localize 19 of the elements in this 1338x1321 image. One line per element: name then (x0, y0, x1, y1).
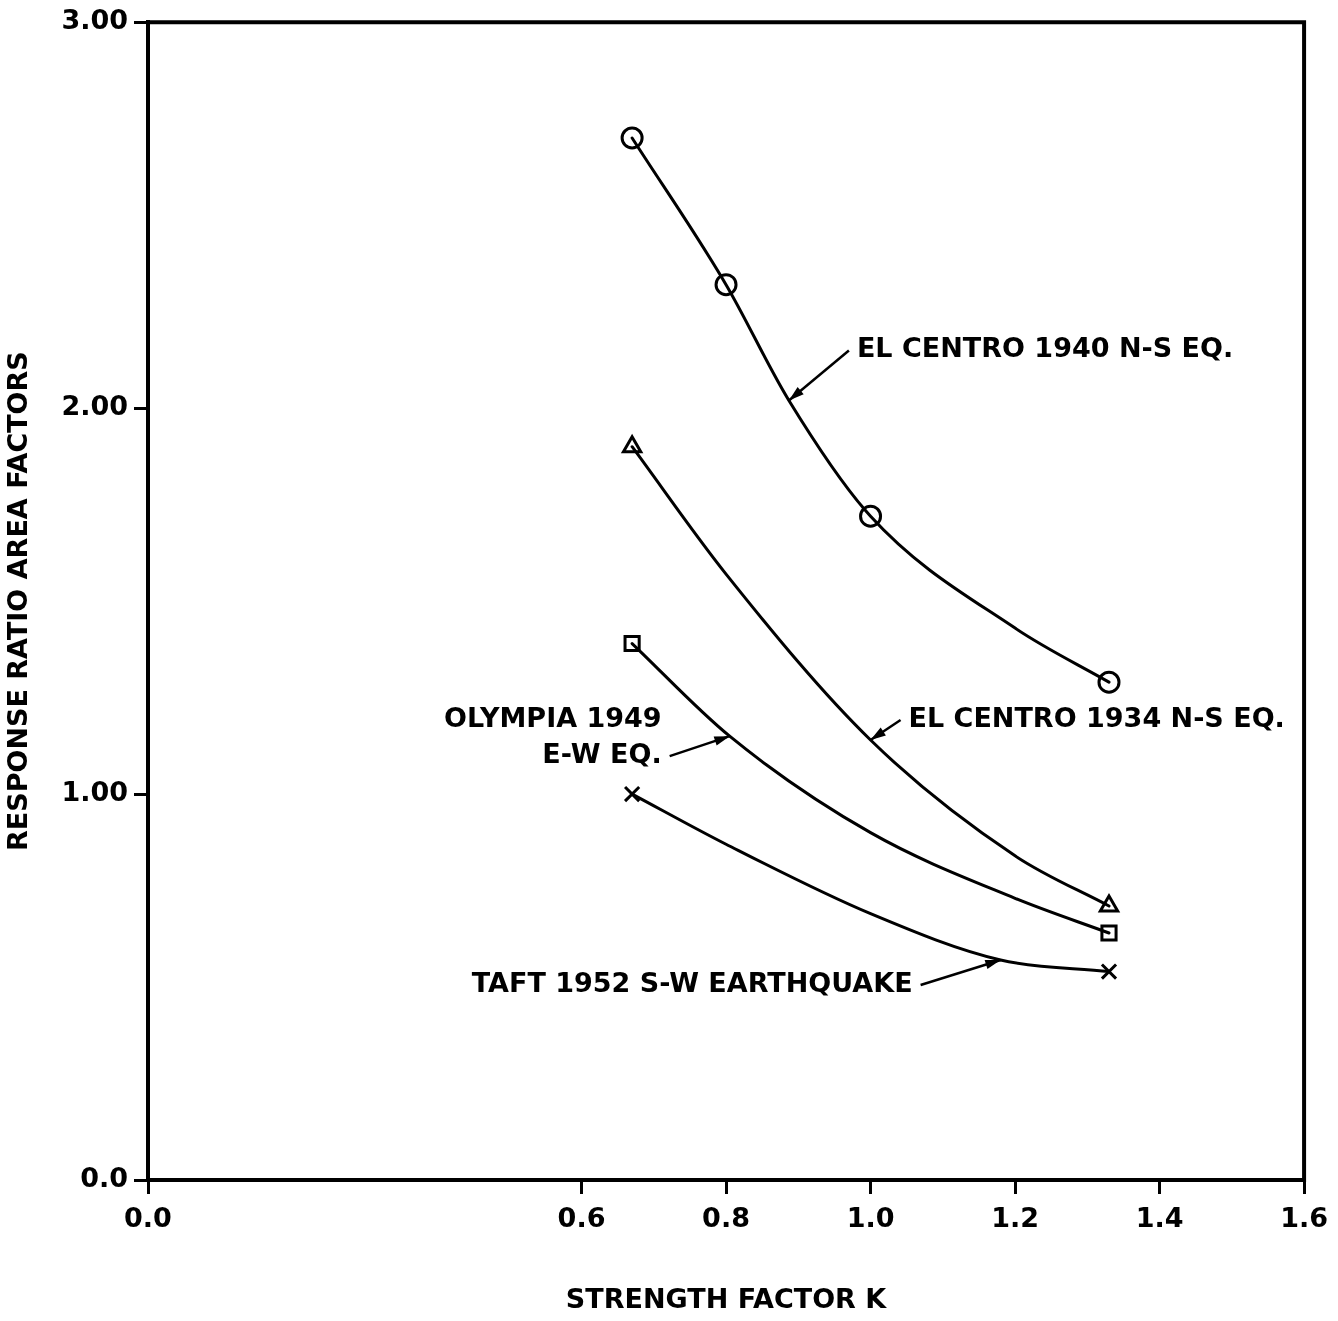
annotation: EL CENTRO 1934 N-S EQ. (908, 702, 1285, 734)
point (623, 785, 641, 803)
x-tick-label: 1.6 (1280, 1202, 1329, 1234)
x-tick-label: 1.0 (846, 1202, 895, 1234)
x-tick-label: 0.0 (124, 1202, 172, 1234)
y-tick-label: 0.0 (80, 1162, 128, 1194)
annotation: EL CENTRO 1940 N-S EQ. (856, 332, 1234, 364)
annotation: TAFT 1952 S-W EARTHQUAKE (471, 967, 913, 999)
y-tick-label: 2.00 (61, 390, 128, 422)
x-tick-label: 1.2 (991, 1202, 1039, 1234)
x-axis-title: STRENGTH FACTOR K (565, 1282, 888, 1314)
y-axis-title: RESPONSE RATIO AREA FACTORS (2, 351, 34, 852)
x-tick-label: 0.8 (702, 1202, 750, 1234)
y-tick-label: 3.00 (61, 4, 128, 36)
x-tick-label: 0.6 (557, 1202, 606, 1234)
point (1100, 963, 1118, 981)
annotation: OLYMPIA 1949 E-W EQ. (444, 702, 662, 770)
y-tick-label: 1.00 (61, 776, 128, 808)
x-tick-label: 1.4 (1135, 1202, 1184, 1234)
